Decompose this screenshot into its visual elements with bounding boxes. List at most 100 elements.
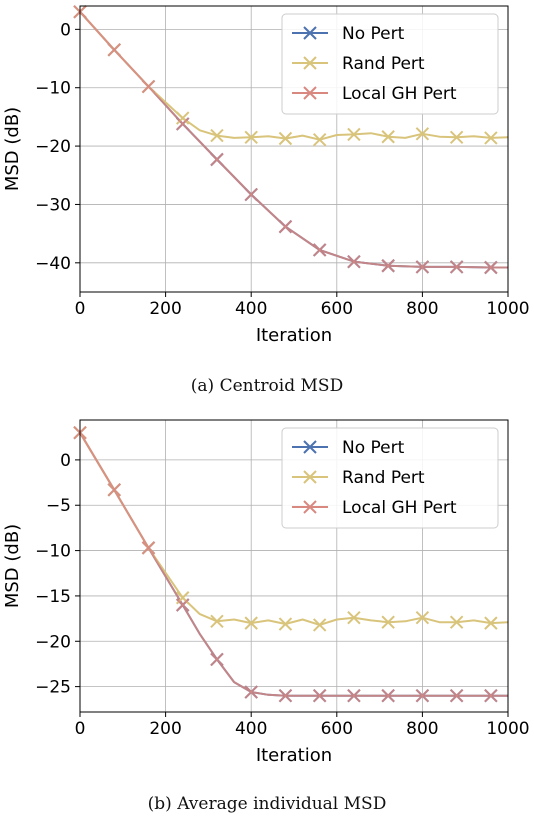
marker-stroke [484,131,498,145]
legend-label: Rand Pert [342,54,425,74]
marker-stroke [312,243,327,257]
y-tick-label: −15 [35,587,71,607]
marker-stroke [210,152,224,167]
marker-stroke [244,130,258,145]
data-point [381,130,395,144]
marker-stroke [347,688,361,703]
x-tick-label: 1000 [486,719,529,739]
x-tick-label: 800 [406,719,438,739]
data-point [449,130,464,145]
marker-stroke [107,483,121,497]
marker-stroke [176,117,190,131]
data-point [244,187,258,202]
data-point [141,79,156,94]
data-point [244,130,258,145]
marker-stroke [347,610,361,625]
y-axis-label: MSD (dB) [2,524,23,608]
caption-b: (b) Average individual MSD [147,794,387,814]
data-point [278,688,293,703]
marker-stroke [449,615,464,629]
data-point [312,688,327,703]
data-point [484,688,498,703]
marker-stroke [484,616,498,630]
marker-stroke [176,598,190,612]
marker-stroke [449,260,464,274]
data-point [347,127,361,142]
y-tick-label: −30 [35,195,71,215]
legend-label: Local GH Pert [342,498,457,518]
data-point [244,685,258,699]
marker-stroke [347,127,361,142]
marker-stroke [312,618,327,632]
series-line-local-gh-pert [79,432,508,697]
data-point [381,259,395,273]
data-point [449,615,464,629]
data-point [210,128,224,143]
legend-box [281,427,499,529]
marker-stroke [381,259,395,273]
data-point [415,610,430,625]
marker-stroke [278,617,293,631]
y-tick-label: 0 [60,451,71,471]
marker-stroke [381,688,395,703]
marker-stroke [141,541,156,555]
data-point [347,610,361,625]
data-point [312,132,327,147]
data-point [210,614,224,629]
data-point [415,260,430,274]
x-tick-label: 600 [321,299,353,319]
x-tick-label: 600 [321,719,353,739]
caption-a: (a) Centroid MSD [190,376,344,396]
data-point [347,254,361,269]
legend-label: Rand Pert [342,468,425,488]
x-tick-label: 200 [149,299,181,319]
marker-stroke [484,688,498,703]
y-tick-label: 0 [60,20,71,40]
x-tick-label: 0 [75,299,86,319]
data-point [176,598,190,612]
data-point [484,260,498,275]
marker-stroke [176,111,190,125]
data-point [210,652,224,667]
data-point [449,260,464,274]
data-point [244,616,258,630]
marker-stroke [244,187,258,202]
data-point [210,152,224,167]
marker-stroke [415,260,430,274]
average-individual-msd-chart: 0 200 400 600 800 1000 0 −5 −10 −15 −20 −25 Iteratio… [2,419,530,766]
legend-label: No Pert [342,438,405,458]
marker-stroke [278,131,293,146]
centroid-msd-chart: 0 200 400 600 800 1000 0 −10 −20 −30 −40 Iteration M… [2,5,530,346]
y-tick-label: −20 [35,137,71,157]
plot-frame [79,419,509,713]
data-point [278,131,293,146]
marker-stroke [381,615,395,629]
data-point [484,131,498,145]
data-point [141,541,156,555]
x-tick-label: 400 [235,719,267,739]
data-point [107,43,121,57]
marker-stroke [312,132,327,147]
marker-stroke [210,614,224,629]
y-tick-label: −20 [35,632,71,652]
data-point [176,117,190,131]
x-tick-label: 800 [406,299,438,319]
marker-stroke [381,130,395,144]
data-point [312,618,327,632]
legend-label: No Pert [342,24,405,44]
legend-swatch-marker [303,56,317,70]
marker-stroke [278,219,293,234]
plot-frame [79,5,509,293]
marker-stroke [107,43,121,57]
legend-swatch-marker [303,440,317,454]
x-tick-label: 400 [235,299,267,319]
y-axis-label: MSD (dB) [2,107,23,191]
x-axis-label: Iteration [256,325,332,346]
x-tick-label: 0 [75,719,86,739]
data-point [415,127,430,141]
y-tick-label: −10 [35,542,71,562]
data-point [107,483,121,497]
data-point [176,111,190,125]
legend-swatch-marker [303,86,317,100]
data-point [381,688,395,703]
